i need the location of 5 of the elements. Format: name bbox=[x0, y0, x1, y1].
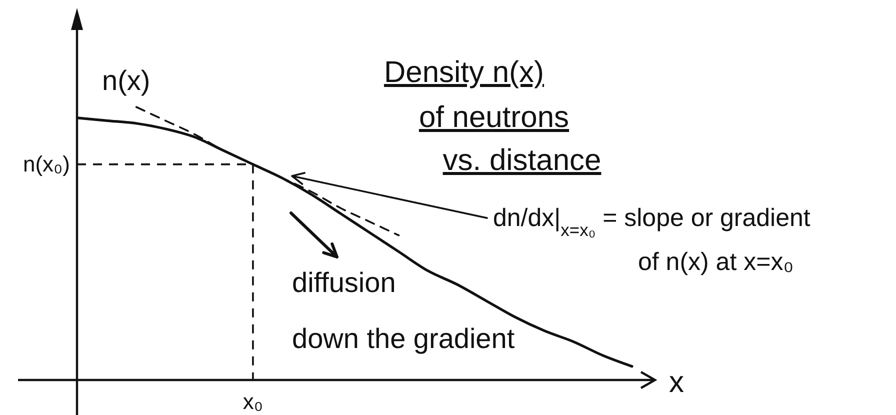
chart-title: Density n(x) of neutrons vs. distance bbox=[384, 56, 602, 177]
x-axis-title: x bbox=[669, 366, 684, 399]
ref-line-label: n(x₀) bbox=[22, 151, 70, 176]
text: x₀ bbox=[242, 389, 264, 414]
y-axis-title: n(x) bbox=[102, 65, 150, 96]
